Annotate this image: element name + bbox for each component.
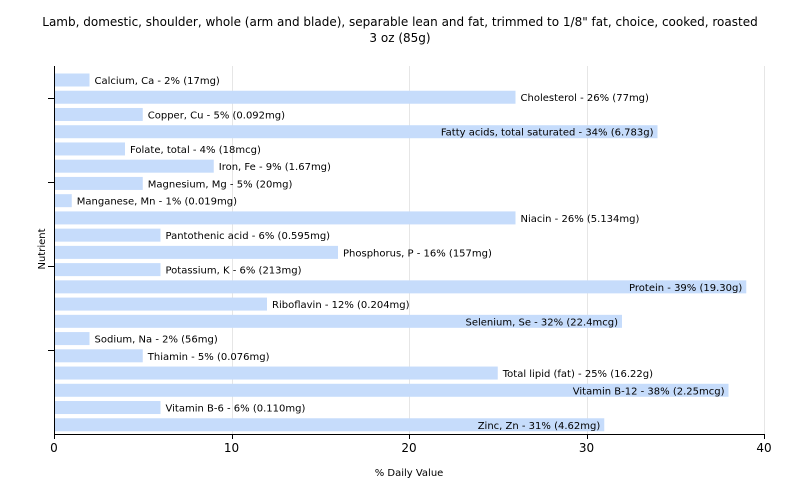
bar (55, 107, 143, 121)
bar-label: Vitamin B-6 - 6% (0.110mg) (166, 404, 306, 415)
bar (55, 263, 161, 277)
bar-label: Phosphorus, P - 16% (157mg) (343, 248, 492, 259)
bar (55, 332, 90, 346)
bar-label: Selenium, Se - 32% (22.4mcg) (465, 317, 618, 328)
bar-label: Thiamin - 5% (0.076mg) (147, 352, 270, 363)
bar (55, 383, 729, 397)
bar (55, 314, 622, 328)
bar-label: Potassium, K - 6% (213mg) (166, 266, 302, 277)
bar (55, 211, 516, 225)
bar (55, 418, 605, 432)
bar-label: Fatty acids, total saturated - 34% (6.78… (441, 128, 654, 139)
bar (55, 73, 90, 87)
y-axis-title: Nutrient (37, 228, 48, 269)
bar-label: Magnesium, Mg - 5% (20mg) (148, 179, 293, 190)
bar (55, 194, 72, 208)
bar (55, 176, 143, 190)
bar-label: Calcium, Ca - 2% (17mg) (95, 76, 220, 87)
bar (55, 366, 498, 380)
bar (55, 297, 267, 311)
x-tick-label: 30 (579, 441, 594, 455)
bar-label: Cholesterol - 26% (77mg) (521, 93, 650, 104)
bar (55, 245, 338, 259)
bar (55, 228, 161, 242)
x-axis-title: % Daily Value (375, 468, 444, 479)
axes: 0 10 20 30 40 (48, 66, 772, 455)
bar-label: Iron, Fe - 9% (1.67mg) (219, 162, 331, 173)
bar-label: Manganese, Mn - 1% (0.019mg) (77, 197, 237, 208)
bar-label: Copper, Cu - 5% (0.092mg) (148, 110, 285, 121)
bar-labels: Calcium, Ca - 2% (17mg) Cholesterol - 26%… (77, 76, 743, 432)
bar-label: Sodium, Na - 2% (56mg) (95, 335, 218, 346)
x-tick-label: 10 (224, 441, 239, 455)
bar (55, 349, 143, 363)
bar-label: Riboflavin - 12% (0.204mg) (272, 300, 410, 311)
bar (55, 280, 747, 294)
bar-label: Pantothenic acid - 6% (0.595mg) (166, 231, 331, 242)
bar-label: Total lipid (fat) - 25% (16.22g) (502, 369, 653, 380)
bar (55, 142, 125, 156)
bar (55, 90, 516, 104)
x-tick-label: 40 (756, 441, 771, 455)
bar-label: Niacin - 26% (5.134mg) (521, 214, 640, 225)
bar (55, 125, 658, 139)
chart-subtitle: 3 oz (85g) (369, 31, 431, 45)
x-tick-label: 20 (401, 441, 416, 455)
bars (55, 73, 747, 432)
bar-label: Protein - 39% (19.30g) (629, 283, 742, 294)
x-tick-label: 0 (50, 441, 58, 455)
bar (55, 401, 161, 415)
bar-label: Vitamin B-12 - 38% (2.25mcg) (573, 386, 725, 397)
bar (55, 159, 214, 173)
bar-label: Folate, total - 4% (18mcg) (130, 145, 261, 156)
bar-label: Zinc, Zn - 31% (4.62mg) (478, 421, 601, 432)
chart-title: Lamb, domestic, shoulder, whole (arm and… (42, 15, 758, 29)
